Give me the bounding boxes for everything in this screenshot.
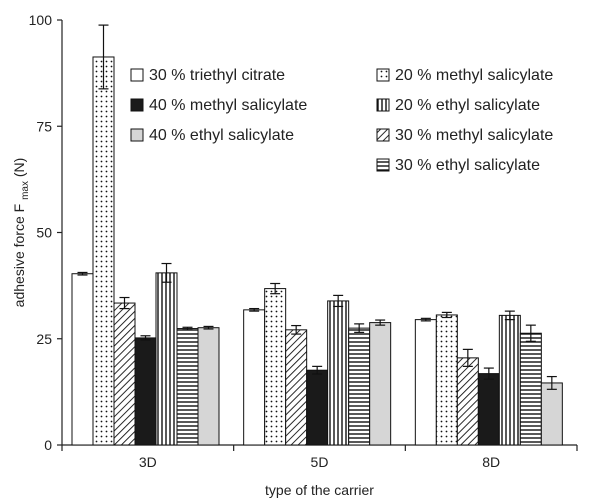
bar bbox=[477, 373, 500, 446]
bar bbox=[306, 369, 329, 446]
x-tick-label: 3D bbox=[139, 454, 157, 470]
bar bbox=[134, 337, 157, 446]
bar bbox=[498, 314, 521, 446]
legend-label: 30 % ethyl salicylate bbox=[395, 157, 540, 174]
y-tick-label: 100 bbox=[29, 12, 53, 28]
x-axis-title: type of the carrier bbox=[265, 482, 374, 498]
x-tick-label: 8D bbox=[482, 454, 500, 470]
x-axis: 3D 5D 8D bbox=[61, 444, 578, 470]
y-axis: 0 25 50 75 100 bbox=[29, 12, 63, 453]
legend-swatch bbox=[376, 128, 390, 142]
legend-label: 40 % methyl salicylate bbox=[149, 97, 307, 114]
y-axis-title-subscript: max bbox=[20, 181, 31, 200]
bar bbox=[176, 328, 199, 446]
y-tick-label: 0 bbox=[44, 437, 52, 453]
bar bbox=[414, 319, 437, 446]
legend-swatch bbox=[376, 68, 390, 82]
bar bbox=[155, 272, 178, 446]
bar bbox=[456, 357, 479, 446]
bar bbox=[285, 329, 308, 446]
bar bbox=[348, 327, 371, 446]
bar bbox=[243, 309, 266, 446]
x-tick-label: 5D bbox=[311, 454, 329, 470]
y-tick-label: 75 bbox=[36, 118, 52, 134]
legend: 30 % triethyl citrate 40 % methyl salicyl… bbox=[130, 67, 553, 174]
bar bbox=[197, 327, 220, 446]
bar bbox=[519, 332, 542, 446]
legend-swatch bbox=[376, 158, 390, 172]
legend-label: 20 % ethyl salicylate bbox=[395, 97, 540, 114]
y-tick-label: 50 bbox=[36, 225, 52, 241]
legend-swatch bbox=[376, 98, 390, 112]
bar bbox=[264, 288, 287, 446]
legend-swatch bbox=[130, 68, 144, 82]
legend-label: 30 % triethyl citrate bbox=[149, 67, 285, 84]
bar bbox=[435, 314, 458, 446]
y-axis-title-main: adhesive force F bbox=[11, 200, 27, 307]
bar bbox=[327, 300, 350, 446]
y-tick-label: 25 bbox=[36, 331, 52, 347]
legend-swatch bbox=[130, 128, 144, 142]
y-axis-title: adhesive force F max (N) bbox=[11, 158, 31, 308]
legend-label: 30 % methyl salicylate bbox=[395, 127, 553, 144]
bars-group bbox=[71, 24, 563, 446]
legend-label: 20 % methyl salicylate bbox=[395, 67, 553, 84]
bar bbox=[92, 56, 115, 446]
bar bbox=[113, 302, 136, 446]
bar bbox=[540, 382, 563, 446]
bar bbox=[369, 322, 392, 446]
legend-label: 40 % ethyl salicylate bbox=[149, 127, 294, 144]
bar bbox=[71, 273, 94, 446]
y-axis-title-unit: (N) bbox=[11, 158, 27, 181]
legend-swatch bbox=[130, 98, 144, 112]
